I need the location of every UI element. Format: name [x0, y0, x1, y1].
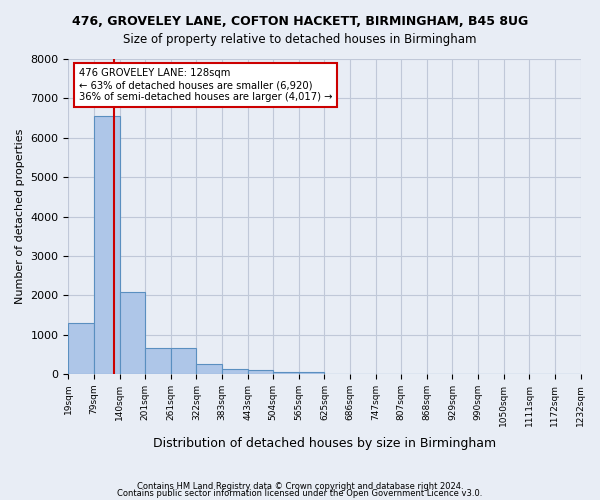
- Bar: [196, 364, 222, 374]
- Bar: [68, 323, 94, 374]
- Bar: [248, 370, 273, 374]
- Y-axis label: Number of detached properties: Number of detached properties: [15, 129, 25, 304]
- Text: 476 GROVELEY LANE: 128sqm
← 63% of detached houses are smaller (6,920)
36% of se: 476 GROVELEY LANE: 128sqm ← 63% of detac…: [79, 68, 332, 102]
- Bar: [171, 348, 196, 374]
- Bar: [94, 116, 119, 374]
- X-axis label: Distribution of detached houses by size in Birmingham: Distribution of detached houses by size …: [153, 437, 496, 450]
- Bar: [119, 292, 145, 374]
- Text: 476, GROVELEY LANE, COFTON HACKETT, BIRMINGHAM, B45 8UG: 476, GROVELEY LANE, COFTON HACKETT, BIRM…: [72, 15, 528, 28]
- Text: Contains public sector information licensed under the Open Government Licence v3: Contains public sector information licen…: [118, 489, 482, 498]
- Bar: [299, 372, 325, 374]
- Text: Size of property relative to detached houses in Birmingham: Size of property relative to detached ho…: [123, 32, 477, 46]
- Bar: [145, 348, 171, 374]
- Bar: [273, 372, 299, 374]
- Text: Contains HM Land Registry data © Crown copyright and database right 2024.: Contains HM Land Registry data © Crown c…: [137, 482, 463, 491]
- Bar: [222, 369, 248, 374]
